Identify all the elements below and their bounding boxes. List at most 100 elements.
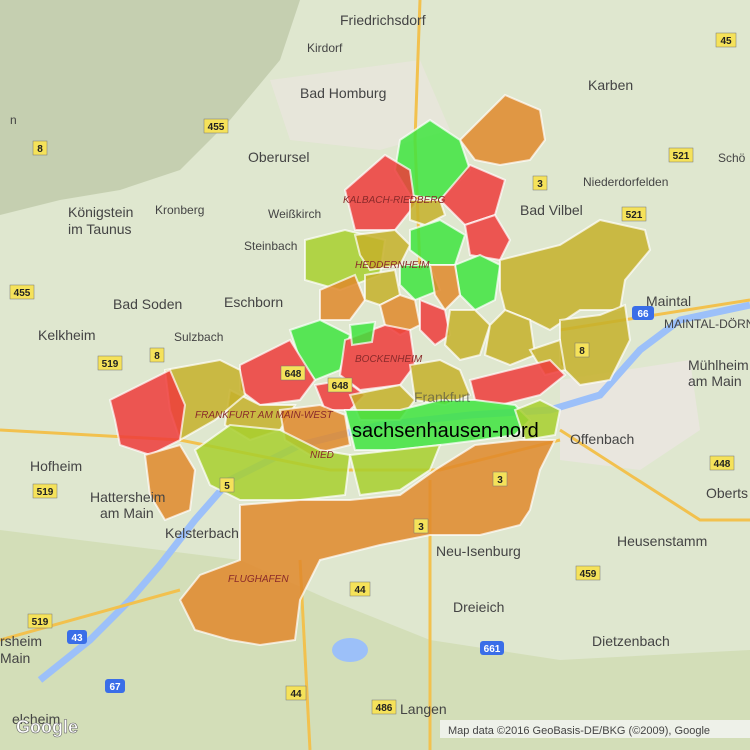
place-kirdorf: Kirdorf [307, 41, 343, 55]
road-shield: 519 [27, 613, 53, 629]
svg-text:3: 3 [418, 522, 424, 533]
place-dietzenbach: Dietzenbach [592, 633, 670, 649]
road-shield: 455 [9, 284, 35, 300]
road-shield: 5 [219, 477, 235, 493]
road-shield: 521 [668, 147, 694, 163]
road-shields: 45 8 455 3 521 521 66 8 8 648 648 519 45… [9, 32, 737, 715]
place-neu-isenburg: Neu-Isenburg [436, 543, 521, 559]
svg-text:455: 455 [208, 122, 225, 133]
road-shield: 44 [349, 581, 371, 597]
svg-text:521: 521 [626, 210, 643, 221]
svg-text:8: 8 [37, 144, 43, 155]
district-sachsenhausen-sued[interactable] [178, 439, 557, 647]
place-hattersheim-2: am Main [100, 505, 154, 521]
districts [108, 93, 652, 647]
google-logo: Google [16, 717, 78, 737]
svg-text:43: 43 [71, 633, 83, 644]
place-langen: Langen [400, 701, 447, 717]
place-weisskirchen: Weißkirch [268, 207, 321, 221]
district-harheim[interactable] [438, 163, 507, 227]
attribution-bg [440, 720, 750, 738]
road-shield: 67 [105, 679, 125, 693]
svg-text:521: 521 [673, 151, 690, 162]
place-maintal: Maintal [646, 293, 691, 309]
place-labels: Friedrichsdorf Kirdorf Bad Homburg Karbe… [0, 12, 750, 727]
district-nordend[interactable] [419, 298, 452, 347]
svg-text:8: 8 [579, 346, 585, 357]
district-oberrad[interactable] [513, 398, 562, 442]
place-bad-homburg: Bad Homburg [300, 85, 386, 101]
district-sindlingen[interactable] [143, 443, 197, 522]
svg-text:519: 519 [32, 617, 49, 628]
place-friedrichsdorf: Friedrichsdorf [340, 12, 426, 28]
place-eschborn: Eschborn [224, 294, 283, 310]
svg-text:66: 66 [637, 309, 649, 320]
district-praunheim[interactable] [319, 273, 367, 321]
district-westend[interactable] [348, 320, 377, 347]
place-bad-vilbel: Bad Vilbel [520, 202, 583, 218]
district-nieder-erlenbach[interactable] [458, 93, 547, 167]
road-shield: 448 [709, 455, 735, 471]
road-shield: 519 [32, 483, 58, 499]
road-shield: 44 [285, 685, 307, 701]
place-oberursel: Oberursel [248, 149, 309, 165]
svg-text:3: 3 [537, 179, 543, 190]
label-nied: NIED [310, 450, 334, 461]
svg-text:519: 519 [37, 487, 54, 498]
place-hofheim: Hofheim [30, 458, 82, 474]
place-kelkheim: Kelkheim [38, 327, 96, 343]
urban-offenbach [560, 360, 700, 470]
highlight-label: sachsenhausen-nord [352, 420, 539, 442]
district-eckenheim[interactable] [428, 264, 462, 312]
taunus-hills [0, 0, 300, 215]
road-shield: 519 [97, 355, 123, 371]
place-niederdorfelden: Niederdorfelden [583, 175, 668, 189]
place-edge-n: n [10, 113, 17, 127]
road-shield: 8 [574, 342, 590, 358]
map-attribution: Map data ©2016 GeoBasis-DE/BKG (©2009), … [448, 725, 710, 737]
place-edge-heim: elcheim [12, 711, 60, 727]
road-shield: 648 [280, 365, 306, 381]
svg-text:45: 45 [720, 36, 732, 47]
road-shield: 43 [67, 630, 87, 644]
road-shield: 455 [203, 118, 229, 134]
forest-south [0, 530, 750, 750]
road-shield: 8 [149, 347, 165, 363]
place-obertshausen: Oberts [706, 485, 748, 501]
svg-text:44: 44 [290, 689, 302, 700]
place-frankfurt: Frankfurt [414, 389, 470, 405]
place-bad-soden: Bad Soden [113, 296, 182, 312]
place-schoeneck: Schö [718, 151, 746, 165]
urban-north [270, 60, 450, 150]
district-labels: KALBACH-RIEDBERG HEDDERNHEIM BOCKENHEIM … [195, 195, 445, 585]
place-kronberg: Kronberg [155, 203, 204, 217]
svg-text:3: 3 [497, 475, 503, 486]
district-bornheim[interactable] [443, 309, 492, 362]
svg-text:459: 459 [580, 569, 597, 580]
district-nieder-erlenbach-east[interactable] [463, 213, 512, 262]
road-shield: 661 [480, 641, 504, 655]
place-offenbach: Offenbach [570, 431, 634, 447]
place-steinbach: Steinbach [244, 239, 297, 253]
place-heusenstamm: Heusenstamm [617, 533, 707, 549]
place-kelsterbach: Kelsterbach [165, 525, 239, 541]
district-preungesheim[interactable] [399, 264, 442, 302]
svg-text:448: 448 [714, 459, 731, 470]
svg-text:5: 5 [224, 481, 230, 492]
place-sulzbach: Sulzbach [174, 330, 223, 344]
place-karben: Karben [588, 77, 633, 93]
district-bonames[interactable] [409, 199, 447, 227]
road-shield: 3 [413, 518, 429, 534]
label-flughafen: FLUGHAFEN [228, 574, 289, 585]
district-zeilsheim[interactable] [108, 368, 187, 457]
svg-text:648: 648 [332, 381, 349, 392]
svg-text:486: 486 [376, 703, 393, 714]
svg-text:648: 648 [285, 369, 302, 380]
district-niederrad[interactable] [348, 443, 442, 497]
road-shield: 45 [715, 32, 737, 48]
label-frankfurt-west: FRANKFURT AM MAIN-WEST [195, 410, 334, 421]
label-bockenheim: BOCKENHEIM [355, 354, 423, 365]
svg-text:67: 67 [109, 682, 121, 693]
road-shield: 459 [575, 565, 601, 581]
